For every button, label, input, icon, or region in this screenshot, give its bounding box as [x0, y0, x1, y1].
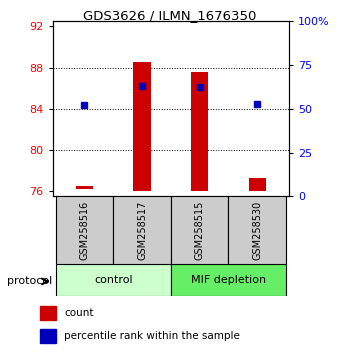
Bar — [40, 329, 56, 343]
Bar — [171, 196, 228, 264]
Bar — [191, 72, 208, 191]
Text: GSM258516: GSM258516 — [80, 200, 89, 260]
Text: percentile rank within the sample: percentile rank within the sample — [64, 331, 240, 341]
Text: GDS3626 / ILMN_1676350: GDS3626 / ILMN_1676350 — [83, 9, 257, 22]
Bar — [133, 62, 151, 191]
Bar — [40, 306, 56, 320]
Text: protocol: protocol — [7, 276, 52, 286]
Text: GSM258515: GSM258515 — [195, 200, 205, 260]
Bar — [76, 185, 93, 189]
Text: MIF depletion: MIF depletion — [191, 275, 266, 285]
Text: GSM258530: GSM258530 — [252, 200, 262, 260]
Bar — [249, 178, 266, 191]
Bar — [228, 196, 286, 264]
Bar — [171, 264, 286, 296]
Bar — [55, 196, 113, 264]
Text: GSM258517: GSM258517 — [137, 200, 147, 260]
Bar — [113, 196, 171, 264]
Bar — [55, 264, 171, 296]
Text: control: control — [94, 275, 133, 285]
Text: count: count — [64, 308, 94, 318]
